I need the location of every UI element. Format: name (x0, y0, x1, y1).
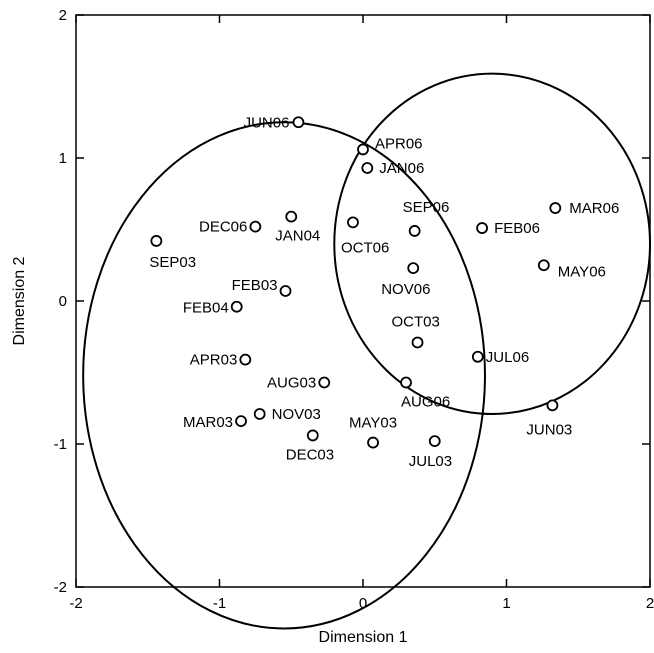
x-tick-label: 2 (646, 595, 654, 612)
data-point-dec03 (306, 429, 319, 442)
data-point-sep06 (408, 225, 421, 237)
data-point-nov06 (407, 262, 420, 275)
point-label-mar06: MAR06 (569, 200, 619, 217)
data-point-apr06 (357, 143, 369, 156)
x-tick-label: 1 (502, 595, 510, 612)
data-point-feb03 (279, 285, 292, 297)
data-point-aug03 (318, 376, 331, 389)
point-label-feb04: FEB04 (183, 300, 229, 317)
y-tick-label: 0 (59, 293, 67, 310)
x-tick-label: 0 (359, 595, 367, 612)
data-point-jun03 (546, 399, 559, 412)
data-point-oct03 (411, 336, 424, 349)
point-label-feb03: FEB03 (232, 277, 278, 294)
y-tick-label: -1 (54, 436, 67, 453)
point-label-jun06: JUN06 (244, 114, 290, 131)
data-point-feb04 (230, 300, 243, 313)
x-tick-label: -1 (213, 595, 226, 612)
point-label-dec06: DEC06 (199, 219, 247, 236)
data-point-dec06 (249, 220, 262, 233)
point-label-dec03: DEC03 (286, 446, 334, 463)
point-label-nov06: NOV06 (381, 281, 430, 298)
point-label-jul06: JUL06 (486, 349, 529, 366)
point-label-apr03: APR03 (190, 352, 238, 369)
point-label-jul03: JUL03 (409, 453, 452, 470)
data-point-nov03 (253, 408, 266, 420)
data-point-jan04 (285, 210, 298, 223)
x-tick-label: -2 (69, 595, 82, 612)
data-point-apr03 (239, 353, 252, 366)
point-label-jan06: JAN06 (379, 160, 424, 177)
point-label-may06: MAY06 (558, 263, 606, 280)
data-point-sep03 (150, 235, 163, 247)
data-point-jan06 (361, 162, 374, 174)
point-label-feb06: FEB06 (494, 220, 540, 237)
data-point-oct06 (347, 216, 359, 229)
data-point-feb06 (476, 222, 489, 234)
data-point-may06 (537, 259, 550, 272)
y-tick-label: -2 (54, 579, 67, 596)
cluster-ellipses (82, 72, 651, 630)
plot-frame (75, 14, 651, 588)
point-label-jun03: JUN03 (526, 421, 572, 438)
y-tick-label: 2 (59, 7, 67, 24)
point-label-sep06: SEP06 (403, 199, 450, 216)
data-point-jul06 (471, 350, 484, 363)
point-label-nov03: NOV03 (272, 406, 321, 423)
cluster-ellipse-1 (82, 121, 486, 630)
point-label-sep03: SEP03 (149, 254, 196, 271)
point-label-aug06: AUG06 (401, 394, 450, 411)
x-axis-label: Dimension 1 (319, 629, 408, 646)
data-points: JUN06 APR06 JAN06 MAR06 DEC06 JAN04 OCT06 SEP06… (149, 114, 619, 470)
point-label-may03: MAY03 (349, 415, 397, 432)
point-label-oct06: OCT06 (341, 239, 389, 256)
data-point-jun06 (292, 116, 305, 129)
data-point-aug06 (400, 376, 412, 389)
data-point-jul03 (428, 435, 441, 448)
cluster-ellipse-2 (333, 72, 651, 415)
data-point-may03 (367, 436, 379, 449)
point-label-oct03: OCT03 (392, 313, 440, 330)
point-label-jan04: JAN04 (275, 228, 320, 245)
point-label-aug03: AUG03 (267, 375, 316, 392)
y-axis-label: Dimension 2 (11, 256, 28, 345)
axis-ticks: -2 -1 0 1 2 -2 -1 0 1 2 (54, 7, 654, 612)
data-point-mar06 (549, 202, 562, 214)
point-label-apr06: APR06 (375, 135, 423, 152)
data-point-mar03 (235, 415, 247, 428)
y-tick-label: 1 (59, 150, 67, 167)
point-label-mar03: MAR03 (183, 414, 233, 431)
